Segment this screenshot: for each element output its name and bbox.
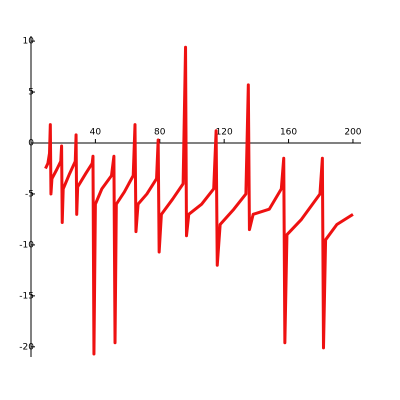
y-tick-label: -15 [19, 291, 34, 301]
y-tick-label: -5 [25, 189, 34, 199]
y-tick-label: 5 [28, 88, 34, 98]
y-tick-label: 10 [23, 37, 35, 47]
x-tick-label: 80 [154, 128, 166, 138]
x-tick-label: 120 [216, 128, 233, 138]
data-line [44, 45, 354, 356]
y-tick-label: -20 [19, 342, 34, 352]
y-tick-label: -10 [19, 240, 34, 250]
y-tick-label: 0 [28, 139, 34, 149]
x-tick-label: 160 [280, 128, 297, 138]
x-tick-label: 40 [90, 128, 102, 138]
x-tick-label: 200 [344, 128, 361, 138]
